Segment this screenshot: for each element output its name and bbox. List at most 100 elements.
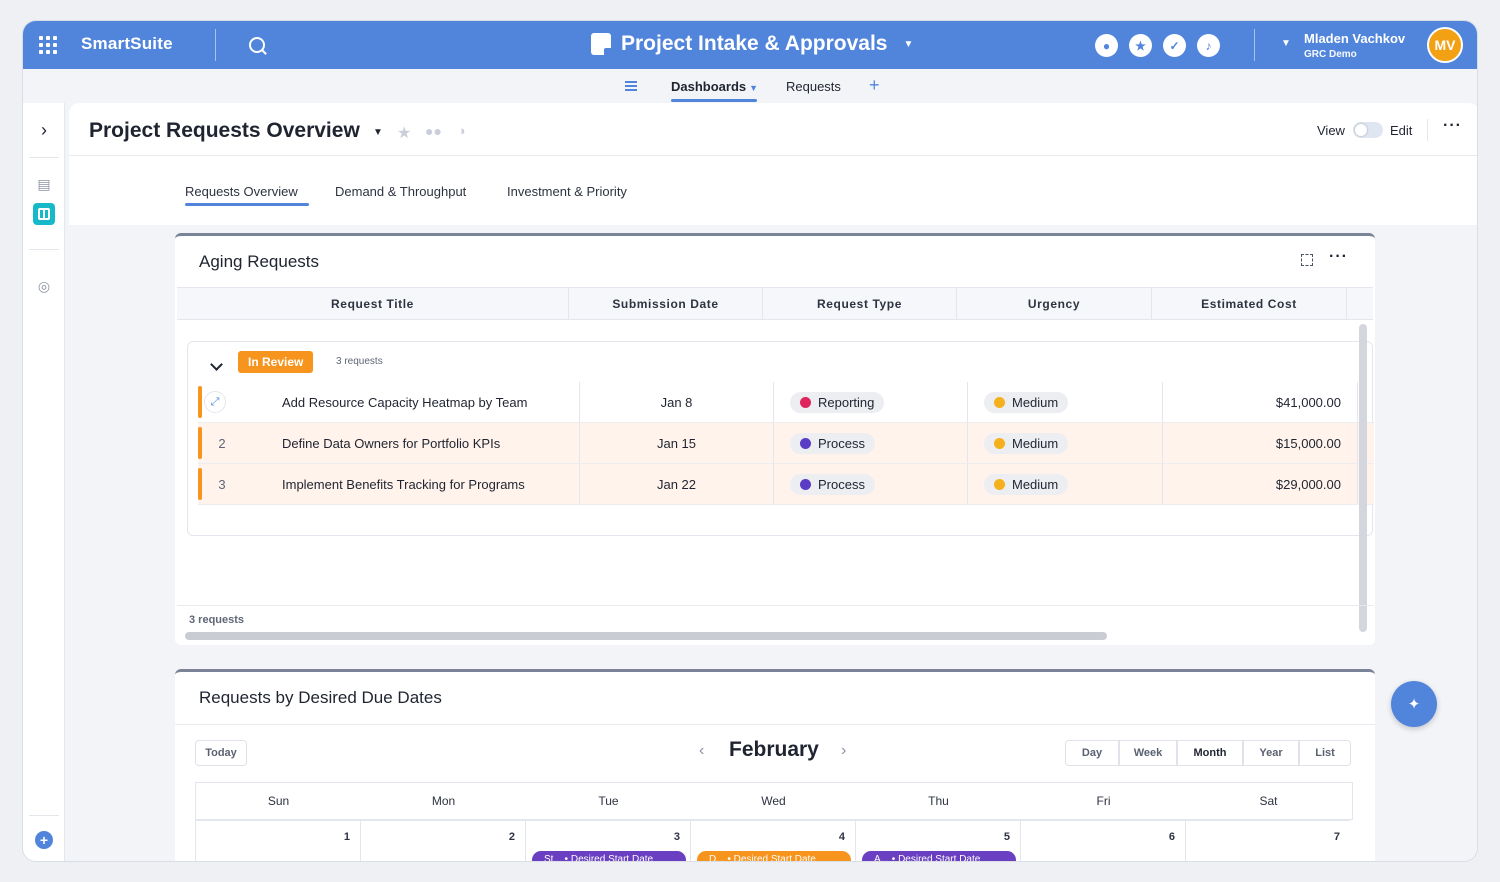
dashboard-header: Project Requests Overview ▼ ★ ●● ◗ View …	[69, 103, 1477, 225]
tag-color-dot	[800, 478, 811, 490]
request-title-cell[interactable]: Define Data Owners for Portfolio KPIs	[198, 423, 580, 463]
calendar-event[interactable]: St... • Desired Start Date	[532, 851, 686, 861]
weekday-label: Tue	[598, 794, 619, 808]
status-badge: In Review	[238, 351, 314, 373]
calendar-event[interactable]: A... • Desired Start Date	[862, 851, 1016, 861]
avatar[interactable]: MV	[1427, 27, 1463, 63]
calendar-day-cell[interactable]: 7	[1185, 820, 1350, 861]
view-edit-toggle[interactable]	[1353, 122, 1383, 138]
column-header[interactable]: Estimated Cost	[1152, 288, 1347, 320]
view-button-list[interactable]: List	[1299, 740, 1351, 766]
page-title: Project Requests Overview	[89, 119, 360, 142]
weekday-label: Fri	[1096, 794, 1111, 808]
view-button-day[interactable]: Day	[1065, 740, 1119, 766]
document-icon[interactable]: ▤	[37, 175, 51, 192]
favorites-icon[interactable]: ★	[1129, 34, 1152, 57]
user-name[interactable]: Mladen Vachkov	[1304, 31, 1406, 46]
chevron-down-icon[interactable]	[210, 358, 223, 371]
tag-color-dot	[800, 396, 811, 408]
view-button-month[interactable]: Month	[1177, 740, 1243, 766]
submission-date-cell[interactable]: Jan 8	[580, 382, 774, 422]
add-tab-button[interactable]: +	[869, 75, 880, 95]
view-button-year[interactable]: Year	[1243, 740, 1299, 766]
chevron-left-icon[interactable]: ‹	[699, 742, 705, 759]
aging-requests-widget: Aging Requests ··· Request Title Submiss…	[175, 233, 1375, 645]
calendar-day-cell[interactable]: 6	[1020, 820, 1185, 861]
share-users-icon[interactable]: ●●	[425, 123, 442, 139]
table-row[interactable]: 2 Define Data Owners for Portfolio KPIs …	[198, 423, 1374, 464]
ai-assistant-button[interactable]: ✦	[1391, 681, 1437, 727]
day-number: 6	[1168, 831, 1175, 843]
divider	[29, 157, 59, 158]
tab-demand-throughput[interactable]: Demand & Throughput	[335, 184, 467, 199]
column-header[interactable]: Submission Date	[569, 288, 763, 320]
calendar-day-cell[interactable]: 5 A... • Desired Start Date	[855, 820, 1020, 861]
chevron-down-icon[interactable]: ▼	[373, 127, 383, 138]
more-options-icon[interactable]: ···	[1443, 117, 1462, 134]
submission-date-cell[interactable]: Jan 15	[580, 423, 774, 463]
chevron-down-icon: ▼	[903, 38, 914, 50]
divider	[29, 249, 59, 250]
tasks-check-icon[interactable]: ✓	[1163, 34, 1186, 57]
tab-requests-overview[interactable]: Requests Overview	[185, 184, 298, 199]
urgency-cell[interactable]: Medium	[968, 464, 1163, 504]
today-button[interactable]: Today	[195, 740, 247, 766]
horizontal-scrollbar[interactable]	[185, 632, 1107, 640]
apps-grid-icon[interactable]	[39, 36, 57, 54]
column-header[interactable]: Request Title	[177, 288, 569, 320]
chevron-down-icon[interactable]: ▼	[1281, 38, 1291, 49]
status-color-bar	[198, 427, 202, 459]
calendar-day-cell[interactable]: 2	[360, 820, 525, 861]
column-header[interactable]: Urgency	[957, 288, 1152, 320]
row-number: 3	[218, 477, 226, 492]
star-icon[interactable]: ★	[397, 125, 412, 142]
divider	[175, 724, 1375, 725]
request-type-cell[interactable]: Process	[774, 423, 968, 463]
search-icon[interactable]	[249, 37, 265, 53]
brand-logo[interactable]: SmartSuite	[81, 34, 173, 53]
expand-sidebar-icon[interactable]: ›	[41, 119, 47, 140]
submission-date-cell[interactable]: Jan 22	[580, 464, 774, 504]
calendar-day-cell[interactable]: 1	[195, 820, 360, 861]
chevron-down-icon: ▼	[749, 83, 759, 93]
column-header[interactable]: Request Type	[763, 288, 957, 320]
request-type-cell[interactable]: Reporting	[774, 382, 968, 422]
calendar-day-cell[interactable]: 4 D... • Desired Start Date	[690, 820, 855, 861]
tab-dashboards[interactable]: Dashboards ▼	[671, 79, 759, 94]
app-title[interactable]: Project Intake & Approvals ▼	[591, 32, 913, 56]
notifications-bell-icon[interactable]: ♪	[1197, 34, 1220, 57]
request-type-cell[interactable]: Process	[774, 464, 968, 504]
urgency-cell[interactable]: Medium	[968, 382, 1163, 422]
rss-icon[interactable]: ◗	[459, 123, 467, 138]
main-panel: Project Requests Overview ▼ ★ ●● ◗ View …	[69, 103, 1477, 861]
user-circle-icon[interactable]: ◎	[37, 277, 51, 294]
request-type-tag: Process	[790, 432, 875, 454]
vertical-scrollbar[interactable]	[1359, 324, 1367, 632]
chevron-right-icon[interactable]: ›	[841, 742, 847, 759]
urgency-cell[interactable]: Medium	[968, 423, 1163, 463]
tag-color-dot	[800, 437, 811, 449]
calendar-day-cell[interactable]: 3 St... • Desired Start Date	[525, 820, 690, 861]
tab-requests[interactable]: Requests	[786, 79, 841, 94]
calendar-event[interactable]: D... • Desired Start Date	[697, 851, 851, 861]
menu-icon[interactable]	[625, 81, 637, 91]
weekday-label: Wed	[761, 794, 786, 808]
request-title-cell[interactable]: Implement Benefits Tracking for Programs	[198, 464, 580, 504]
team-icon[interactable]: ●	[1095, 34, 1118, 57]
estimated-cost-cell[interactable]: $41,000.00	[1163, 382, 1358, 422]
add-icon[interactable]: +	[35, 831, 53, 849]
table-row[interactable]: 3 Implement Benefits Tracking for Progra…	[198, 464, 1374, 505]
estimated-cost-cell[interactable]: $15,000.00	[1163, 423, 1358, 463]
divider	[1427, 119, 1428, 141]
expand-record-icon[interactable]: ⤢	[204, 391, 226, 413]
view-button-week[interactable]: Week	[1119, 740, 1177, 766]
estimated-cost-cell[interactable]: $29,000.00	[1163, 464, 1358, 504]
table-header: Request Title Submission Date Request Ty…	[177, 287, 1373, 320]
table-row[interactable]: ⤢ Add Resource Capacity Heatmap by Team …	[198, 382, 1374, 423]
more-options-icon[interactable]: ···	[1329, 248, 1348, 265]
app-title-label: Project Intake & Approvals	[621, 32, 888, 55]
fullscreen-icon[interactable]	[1301, 254, 1313, 266]
request-title-cell[interactable]: Add Resource Capacity Heatmap by Team	[198, 382, 580, 422]
dashboard-icon[interactable]	[33, 203, 55, 225]
tab-investment-priority[interactable]: Investment & Priority	[507, 184, 627, 199]
